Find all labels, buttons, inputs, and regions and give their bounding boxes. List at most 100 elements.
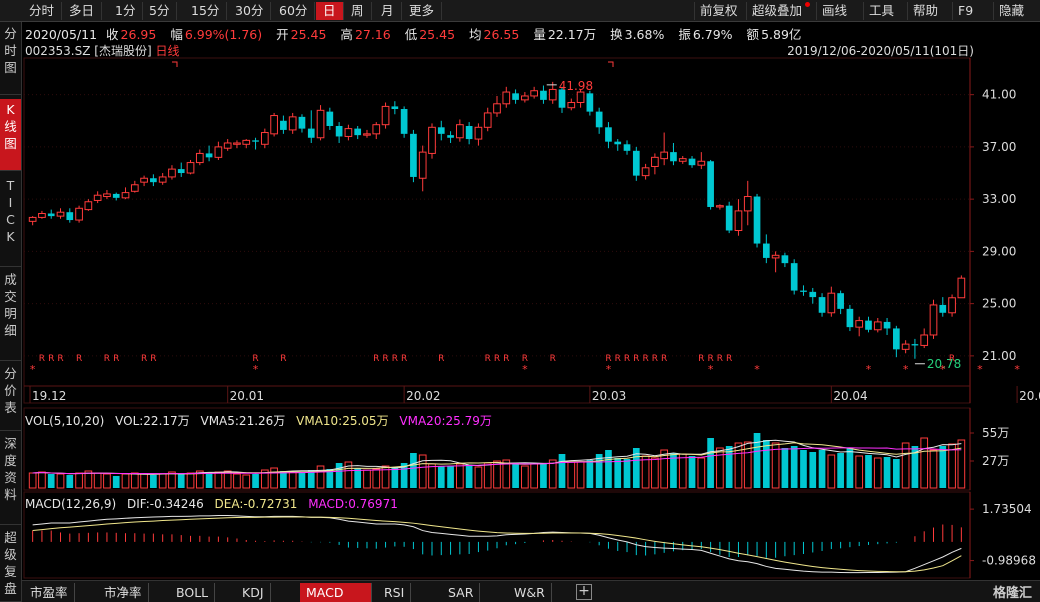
- candle-body: [873, 321, 882, 331]
- candle: [93, 191, 102, 204]
- indicator-tab-kdj[interactable]: KDJ: [236, 583, 271, 602]
- candle: [762, 234, 770, 264]
- volume-bar: [456, 463, 464, 489]
- volume-bar: [66, 475, 74, 488]
- candle-body: [363, 133, 371, 136]
- date-label: 19.12: [32, 389, 66, 403]
- f9-button[interactable]: F9: [952, 2, 978, 20]
- sidebar-tab-replay[interactable]: 超级复盘: [0, 527, 21, 602]
- candle-body: [521, 95, 529, 101]
- candle-body: [855, 320, 864, 328]
- candle: [670, 142, 677, 166]
- indicator-tabs: 市盈率 市净率 BOLL KDJ MACD RSI SAR W&R + 格隆汇: [22, 580, 1040, 602]
- drawline-button[interactable]: 画线: [816, 2, 852, 20]
- candle-body: [790, 263, 798, 291]
- period-tab-1min[interactable]: 1分: [108, 2, 144, 20]
- candle: [920, 328, 929, 349]
- period-marker-icon: [608, 61, 614, 67]
- dif-line: [32, 514, 962, 574]
- candle: [205, 145, 213, 162]
- candle-body: [474, 126, 483, 140]
- event-r-marker: R: [76, 354, 82, 364]
- quote-volume: 量 22.17万: [533, 27, 601, 42]
- sidebar-tab-trades[interactable]: 成交明细: [0, 269, 21, 361]
- indicator-tab-sar[interactable]: SAR: [442, 583, 481, 602]
- candle: [651, 153, 659, 175]
- tools-button[interactable]: 工具: [863, 2, 899, 20]
- dif-value: DIF:-0.34246: [126, 497, 204, 511]
- candle: [112, 192, 120, 201]
- volume-bar: [818, 450, 826, 488]
- period-tab-month[interactable]: 月: [374, 2, 402, 20]
- volume-bar: [707, 438, 714, 488]
- candle: [790, 259, 798, 295]
- volume-bar: [121, 473, 130, 489]
- indicator-tab-wr[interactable]: W&R: [508, 583, 552, 602]
- overlay-button[interactable]: 超级叠加: [746, 2, 811, 20]
- candle-body: [66, 212, 74, 221]
- candle-body: [743, 196, 752, 212]
- date-label: 20.02: [406, 389, 440, 403]
- period-tab-more[interactable]: 更多: [402, 2, 443, 20]
- hide-button[interactable]: 隐藏: [993, 2, 1029, 20]
- period-tab-intraday[interactable]: 分时: [22, 2, 63, 20]
- event-r-marker: R: [642, 354, 648, 364]
- volume-bar: [288, 471, 297, 489]
- volume-bar: [678, 453, 687, 489]
- sidebar-tab-profile[interactable]: 深度资料: [0, 433, 21, 525]
- candle-body: [800, 290, 807, 292]
- sidebar-tab-timeshare[interactable]: 分时图: [0, 25, 21, 95]
- candle: [502, 86, 511, 108]
- indicator-tab-pb[interactable]: 市净率: [98, 583, 149, 602]
- candle-body: [688, 158, 696, 166]
- volume-bar: [84, 470, 93, 489]
- help-button[interactable]: 帮助: [907, 2, 943, 20]
- candle: [456, 119, 464, 142]
- candle-body: [112, 193, 120, 198]
- period-tab-30min[interactable]: 30分: [228, 2, 272, 20]
- candle: [391, 101, 399, 115]
- adjust-button[interactable]: 前复权: [694, 2, 743, 20]
- volume-value: 22.17万: [547, 27, 597, 42]
- date-label: 20.05: [1019, 389, 1040, 403]
- candle: [939, 297, 947, 317]
- period-tab-day[interactable]: 日: [316, 2, 344, 20]
- volume-bar: [437, 466, 445, 488]
- candle-body: [326, 111, 334, 126]
- candle-body: [381, 105, 390, 126]
- period-toolbar: 分时 多日 1分 5分 15分 30分 60分 日 周 月 更多 前复权 超级叠…: [0, 0, 1040, 22]
- volume-bar: [418, 454, 427, 489]
- candle: [400, 106, 408, 138]
- candle-body: [781, 255, 789, 264]
- add-indicator-icon[interactable]: +: [576, 584, 592, 600]
- period-marker-icon: [172, 61, 178, 67]
- candle-body: [725, 205, 733, 231]
- indicator-tab-boll[interactable]: BOLL: [170, 583, 216, 602]
- volume-bar: [93, 472, 102, 489]
- period-tab-multiday[interactable]: 多日: [62, 2, 103, 20]
- period-tab-15min[interactable]: 15分: [184, 2, 228, 20]
- indicator-tab-rsi[interactable]: RSI: [378, 583, 412, 602]
- sidebar-tab-price-table[interactable]: 分价表: [0, 363, 21, 431]
- quote-amplitude: 振 6.79%: [678, 27, 737, 42]
- candle: [809, 287, 817, 304]
- indicator-tab-macd[interactable]: MACD: [300, 583, 372, 602]
- candle-body: [288, 116, 297, 131]
- quote-avg: 均 26.55: [469, 27, 524, 42]
- period-tab-60min[interactable]: 60分: [272, 2, 316, 20]
- candle-body: [771, 254, 780, 259]
- candle-body: [93, 194, 102, 201]
- period-tab-week[interactable]: 周: [344, 2, 372, 20]
- candle: [716, 204, 724, 210]
- indicator-tab-pe[interactable]: 市盈率: [24, 583, 75, 602]
- period-tab-5min[interactable]: 5分: [142, 2, 178, 20]
- candle: [326, 107, 334, 130]
- candle-body: [103, 193, 111, 198]
- volume-bar: [614, 458, 622, 488]
- volume-bar: [195, 470, 204, 489]
- turnover-label: 换: [610, 27, 623, 42]
- event-r-marker: R: [494, 354, 500, 364]
